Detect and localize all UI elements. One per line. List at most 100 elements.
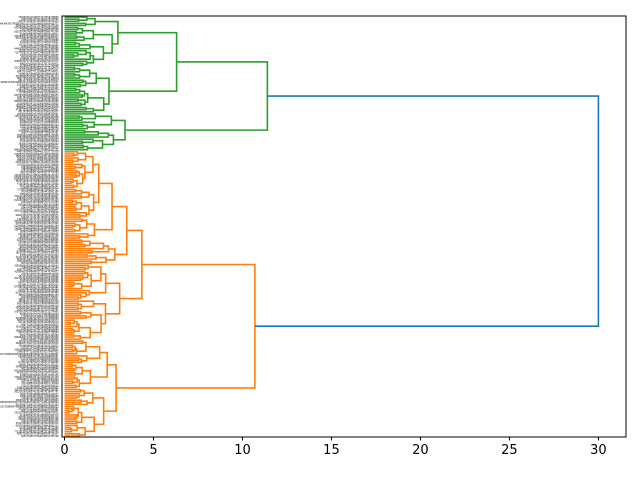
leaf-label: 62545466801808363821461906518960 [14, 26, 59, 29]
leaf-label: 0643047857993887967337370552469205400416… [0, 22, 59, 25]
leaf-label: 55372460766202418520111779114074 [14, 66, 59, 69]
leaf-label: 4660039579669326880658687416 [20, 123, 59, 126]
leaf-label: 1821629374066481110390851304138 [16, 252, 59, 255]
leaf-label: 4854739635661584875441490196 [20, 334, 59, 337]
leaf-label: 226524319374688375697630888 [21, 39, 59, 42]
x-tick-label: 15 [323, 443, 340, 458]
leaf-label: 608779336027197820917703147017 [17, 269, 59, 272]
leaf-label: 15849359636430904203431359132 [18, 363, 59, 366]
leaf-labels: 3592563161546875757665677886692907582137… [0, 16, 59, 438]
leaf-label: 949771845792025534042659852 [21, 323, 59, 326]
leaf-label: 2296689016467523187311970090669 [16, 317, 59, 320]
leaf-label: 72460227858851051224160385131430 [14, 376, 59, 379]
leaf-label: 436923739959163856766706689 [21, 212, 59, 215]
leaf-label: 392372648280886628410502053 [21, 205, 59, 208]
leaf-label: 32161118530951124243629918190967 [14, 195, 59, 198]
dendrogram-link [254, 95, 600, 328]
leaf-label: 87789705033905537313586123810381 [14, 285, 59, 288]
leaf-label: 167651774716418262255099547 [21, 346, 59, 349]
leaf-label: 48263692749376428872928345965 [18, 248, 59, 251]
leaf-label: 71377208215183586724883360593527 [14, 52, 59, 55]
leaf-label: 3923310583323700054856669346505 [16, 180, 59, 183]
leaf-label: 695515465778198790011783768 [21, 435, 59, 438]
leaf-label: 35925631615468757576656778866 [18, 16, 59, 19]
leaf-label: 66930074621630407148261679588 [18, 203, 59, 206]
leaf-label: 174898515573761004601411336469 [17, 250, 59, 253]
leaf-label: 17107487130145381068393335122 [18, 288, 59, 291]
leaf-label: 82126755851667203644620934224 [18, 321, 59, 324]
leaf-label: 980770974022254553558278160830 [17, 77, 59, 80]
leaf-label: 7663233343057487543727776782 [20, 172, 59, 175]
leaf-label: 505975562809855611157107254701 [17, 309, 59, 312]
leaf-label: 620136210552678104106840892613 [17, 96, 59, 99]
x-tick-label: 25 [501, 443, 518, 458]
leaf-label: 623455405135672632481210628289 [17, 83, 59, 86]
leaf-label: 12764864174608478050470356663104 [14, 224, 59, 227]
leaf-label: 689271068210719849885638128147 [17, 433, 59, 436]
leaf-label: 5323271585302515138923380393 [20, 125, 59, 128]
leaf-label: 33430501778795019828009789769 [18, 130, 59, 133]
leaf-label: 18712544852193678555161238660 [18, 275, 59, 278]
leaf-label: 355045957994465709462524778 [21, 128, 59, 131]
leaf-label: 25598089704250181158489300498457 [14, 35, 59, 38]
leaf-label: 534704133263034200646522984385 [17, 157, 59, 160]
leaf-label: 929075821376313901270709596 [21, 18, 59, 21]
leaf-label: 3048105757073891134968611130 [20, 235, 59, 238]
leaf-label: 105782181696272478725783780850 [17, 163, 59, 166]
leaf-label: 890802524005260342997283640474 [17, 106, 59, 109]
leaf-label: 11919328849487259635119712550 [18, 426, 59, 429]
leaf-label: 6037181866352770866471291167 [20, 184, 59, 187]
leaf-label: 19102336651888123271752606073615 [14, 412, 59, 415]
leaf-label: 4074892857930673920017351781174 [16, 75, 59, 78]
leaf-label: 5529524765705767758948812004 [20, 313, 59, 316]
x-tick-label: 10 [234, 443, 251, 458]
leaf-label: 39364374454646103756156006543 [18, 142, 59, 145]
leaf-label: 163141213005235777614430746820 [17, 98, 59, 101]
leaf-label: 9046137486813906490468826897806229754710… [0, 353, 59, 356]
leaf-label: 3006054408535572896560219963 [20, 231, 59, 234]
leaf-label: 30122638910607451624914516947797 [14, 391, 59, 394]
leaf-label: 6615545305251069450404445197406 [16, 292, 59, 295]
leaf-label: 5315108137203530981995323894 [20, 140, 59, 143]
leaf-label: 41708611012886989456892303440 [18, 241, 59, 244]
leaf-label: 781128881636183040657725849 [21, 382, 59, 385]
leaf-label: 529441711541417663431791959 [21, 216, 59, 219]
leaf-label: 169233423109385400362611048119 [17, 304, 59, 307]
leaf-label: 77516153419481681154412110650743 [14, 431, 59, 434]
leaf-label: 83252045921010930752755111561937 [14, 370, 59, 373]
leaf-label: 23675736203271303985780124414 [18, 20, 59, 23]
leaf-label: 64205797222857830201484222589 [18, 290, 59, 293]
leaf-label: 69603884128737405039230442034 [18, 237, 59, 240]
x-tick-label: 20 [412, 443, 429, 458]
leaf-label: 1365527842357159559687109629 [20, 54, 59, 57]
leaf-label: 39434849629735863675242333072 [18, 344, 59, 347]
leaf-label: 433375377593917459083790959 [21, 380, 59, 383]
leaf-label: 97381226790703774063317484686 [18, 361, 59, 364]
leaf-label: 2400283667582023937732453028896 [16, 365, 59, 368]
leaf-label: 13972313350448145344145965249 [18, 340, 59, 343]
leaf-label: 73672995650595255173106291186186 [14, 115, 59, 118]
leaf-label: 621257678554420220128855960085 [17, 239, 59, 242]
leaf-label: 2696265739613747640636244535912 [16, 342, 59, 345]
leaf-label: 897659110679831103706149378707 [17, 258, 59, 261]
leaf-label: 630615454817758834807294960 [21, 338, 59, 341]
leaf-label: 56820495317827240153457801583666 [14, 336, 59, 339]
leaf-label: 069499938006498264837795827 [21, 296, 59, 299]
leaf-label: 1806355426825651456128736815838 [16, 155, 59, 158]
x-tick-label: 5 [149, 443, 157, 458]
leaf-label: 01250263397345950055891045755513 [14, 178, 59, 181]
leaf-label: 991282089404236005658298944 [21, 367, 59, 370]
leaf-label: 81829836183691976650222523381 [18, 243, 59, 246]
leaf-label: 415070541100005814872266375895 [17, 182, 59, 185]
leaf-label: 9959939743249737767680791477549 [16, 24, 59, 27]
leaf-label: 23446764435211488221988440144323 [14, 174, 59, 177]
leaf-label: 1420076043606467925131951236 [20, 374, 59, 377]
leaf-label: 11573079151718394534658113103 [18, 43, 59, 46]
leaf-label: 85394611970973770955178424325 [18, 283, 59, 286]
leaf-label: 6201703506573302425851566338 [20, 138, 59, 141]
leaf-label: 4946905309071609423521017838 [20, 58, 59, 61]
leaf-label: 6098164764537536942752765351 [20, 85, 59, 88]
